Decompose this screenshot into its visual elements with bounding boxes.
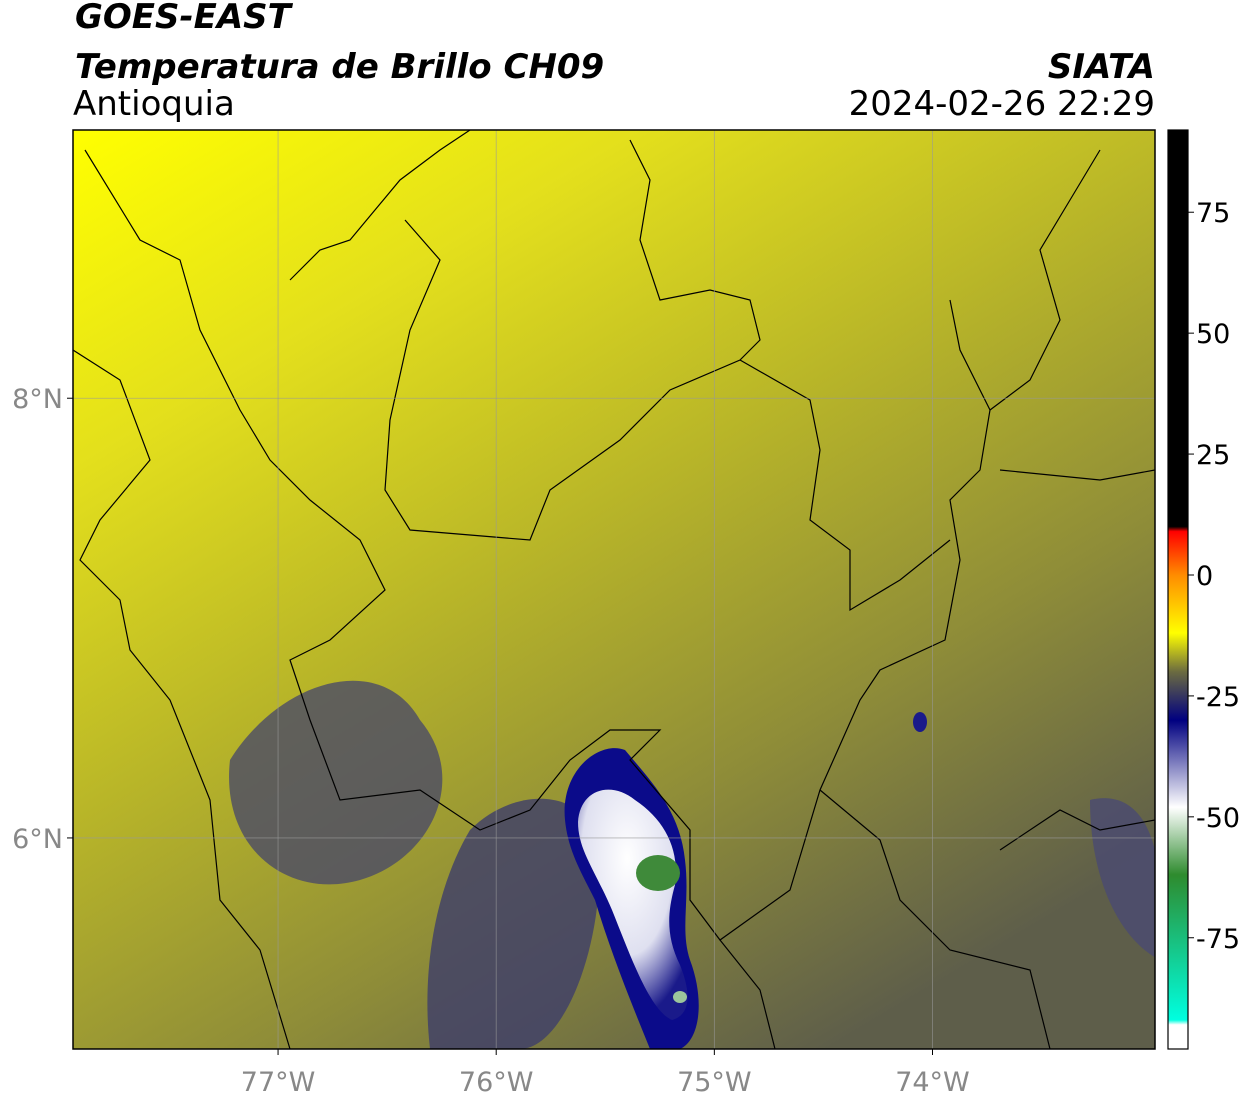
lon-tick-label: 75°W	[677, 1067, 752, 1098]
colorbar-tick-label: -50	[1196, 803, 1240, 834]
region: Antioquia	[73, 84, 235, 124]
lon-tick-label: 74°W	[895, 1067, 970, 1098]
colorbar-tick-label: -25	[1196, 682, 1240, 713]
colorbar-tick-label: 0	[1196, 561, 1213, 592]
lon-tick-label: 76°W	[459, 1067, 534, 1098]
cold-region	[229, 680, 443, 885]
subtitle: Temperatura de Brillo CH09	[75, 47, 604, 87]
colorbar: 75 50 25 0 -25 -50 -75	[1167, 129, 1240, 1050]
map-area	[73, 130, 1155, 1049]
colorbar-fill	[1167, 129, 1189, 1050]
storm-core	[578, 789, 688, 1020]
source: SIATA	[1048, 47, 1155, 87]
colorbar-tick-label: 25	[1196, 440, 1230, 471]
lon-tick-label: 77°W	[241, 1067, 316, 1098]
title: GOES-EAST	[75, 0, 294, 37]
colorbar-tick-label: -75	[1196, 924, 1240, 955]
storm-top	[673, 991, 687, 1003]
cold-region	[427, 798, 600, 1049]
datetime: 2024-02-26 22:29	[849, 84, 1155, 124]
colorbar-tick-label: 75	[1196, 198, 1230, 229]
map-frame	[72, 129, 1156, 1050]
borders	[73, 130, 1155, 1049]
lat-tick-label: 6°N	[12, 824, 63, 855]
storm-top	[636, 855, 680, 891]
cold-spot	[913, 712, 927, 732]
lat-tick-label: 8°N	[12, 384, 63, 415]
grid	[73, 130, 1155, 1049]
colorbar-tick-label: 50	[1196, 319, 1230, 350]
